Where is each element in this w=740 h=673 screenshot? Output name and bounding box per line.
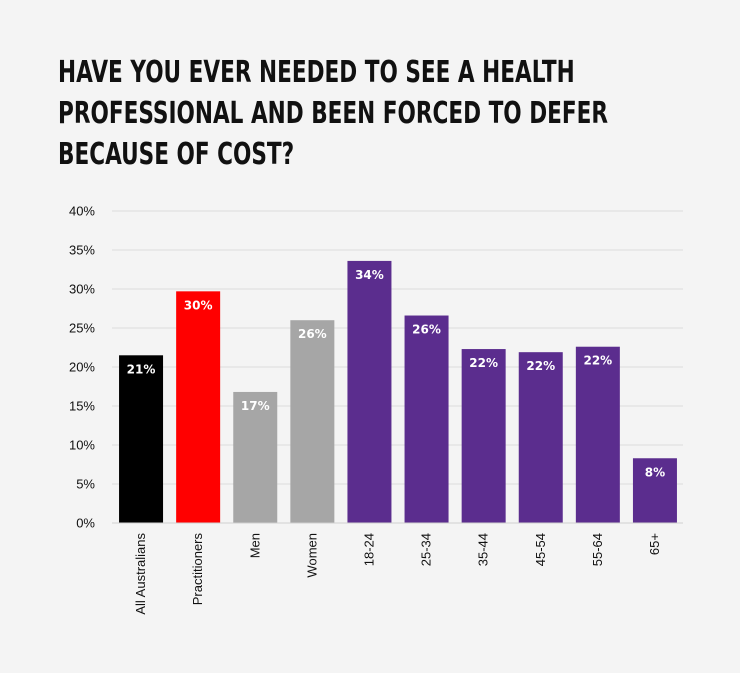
data-label: 34% bbox=[355, 268, 384, 282]
data-label: 8% bbox=[645, 465, 665, 479]
x-tick-label: 25-34 bbox=[419, 533, 434, 566]
y-tick-label: 35% bbox=[69, 243, 95, 258]
y-tick-label: 30% bbox=[69, 282, 95, 297]
bar bbox=[119, 355, 164, 523]
data-label: 30% bbox=[184, 298, 213, 312]
y-tick-label: 20% bbox=[69, 360, 95, 375]
y-tick-label: 0% bbox=[76, 516, 95, 531]
x-tick-label: Women bbox=[304, 533, 319, 578]
data-label: 26% bbox=[412, 323, 441, 337]
chart-title-line: HAVE YOU EVER NEEDED TO SEE A HEALTH bbox=[58, 55, 575, 90]
data-label: 17% bbox=[241, 399, 270, 413]
bar bbox=[347, 260, 392, 523]
data-label: 22% bbox=[469, 356, 498, 370]
x-tick-label: All Australians bbox=[133, 533, 148, 615]
bar bbox=[176, 291, 221, 523]
bar bbox=[575, 346, 620, 523]
x-tick-label: 35-44 bbox=[476, 533, 491, 566]
x-tick-label: 45-54 bbox=[533, 533, 548, 566]
bar bbox=[461, 349, 506, 523]
data-label: 22% bbox=[526, 359, 555, 373]
x-tick-label: 65+ bbox=[647, 533, 662, 555]
y-tick-label: 15% bbox=[69, 399, 95, 414]
y-tick-label: 10% bbox=[69, 438, 95, 453]
chart-title-line: BECAUSE OF COST? bbox=[58, 137, 295, 172]
bar bbox=[632, 458, 677, 523]
x-tick-label: Men bbox=[247, 533, 262, 558]
bar bbox=[404, 315, 449, 523]
bar bbox=[233, 391, 278, 523]
x-tick-label: Practitioners bbox=[190, 533, 205, 606]
bar bbox=[290, 320, 335, 523]
y-tick-label: 5% bbox=[76, 477, 95, 492]
x-tick-label: 55-64 bbox=[590, 533, 605, 566]
data-label: 22% bbox=[583, 354, 612, 368]
chart-title-line: PROFESSIONAL AND BEEN FORCED TO DEFER bbox=[58, 96, 609, 131]
bar bbox=[518, 352, 563, 523]
data-label: 21% bbox=[127, 362, 156, 376]
x-tick-label: 18-24 bbox=[361, 533, 376, 566]
y-tick-label: 40% bbox=[69, 204, 95, 219]
chart-title: HAVE YOU EVER NEEDED TO SEE A HEALTH PRO… bbox=[58, 52, 609, 175]
y-tick-label: 25% bbox=[69, 321, 95, 336]
data-label: 26% bbox=[298, 327, 327, 341]
